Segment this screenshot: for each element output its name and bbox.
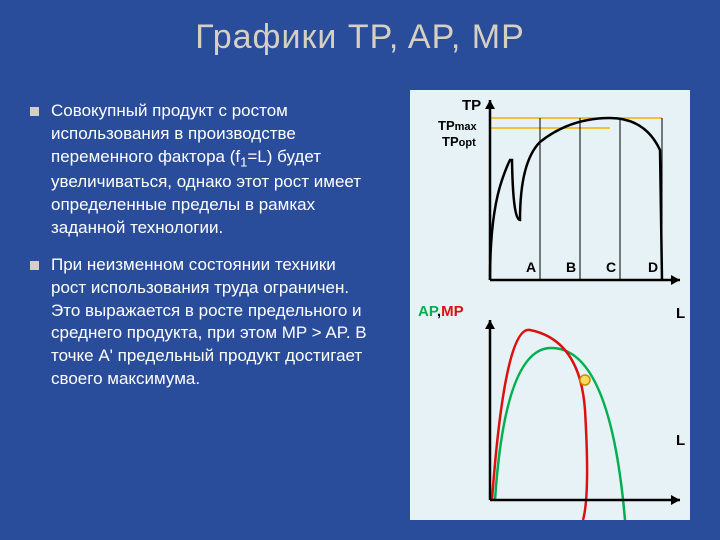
svg-text:TP: TP [462,97,481,114]
bullet-text: Совокупный продукт с ростом использовани… [51,100,370,240]
bullet-icon [30,261,39,270]
bullet-item: Совокупный продукт с ростом использовани… [30,100,370,240]
slide-body: Совокупный продукт с ростом использовани… [0,90,720,540]
svg-text:L: L [676,432,685,449]
svg-text:C: C [606,259,616,275]
bullet-text: При неизменном состоянии техники рост ис… [51,254,370,392]
svg-text:D: D [648,259,658,275]
bullet-icon [30,107,39,116]
svg-text:L: L [676,305,685,322]
svg-text:AP,MP: AP,MP [418,303,464,320]
svg-text:A: A [526,259,536,275]
chart-column: TP TPmaxTPopt A B C D L AP,MP L [380,90,720,540]
slide: Графики TP, AP, MP Совокупный продукт с … [0,0,720,540]
text-column: Совокупный продукт с ростом использовани… [0,90,380,540]
svg-text:TPopt: TPopt [442,134,476,149]
svg-text:B: B [566,259,576,275]
slide-title: Графики TP, AP, MP [0,0,720,57]
chart-svg: TP TPmaxTPopt A B C D L AP,MP L [410,90,690,520]
svg-text:TPmax: TPmax [438,118,478,133]
bullet-item: При неизменном состоянии техники рост ис… [30,254,370,392]
chart-panel: TP TPmaxTPopt A B C D L AP,MP L [410,90,690,520]
